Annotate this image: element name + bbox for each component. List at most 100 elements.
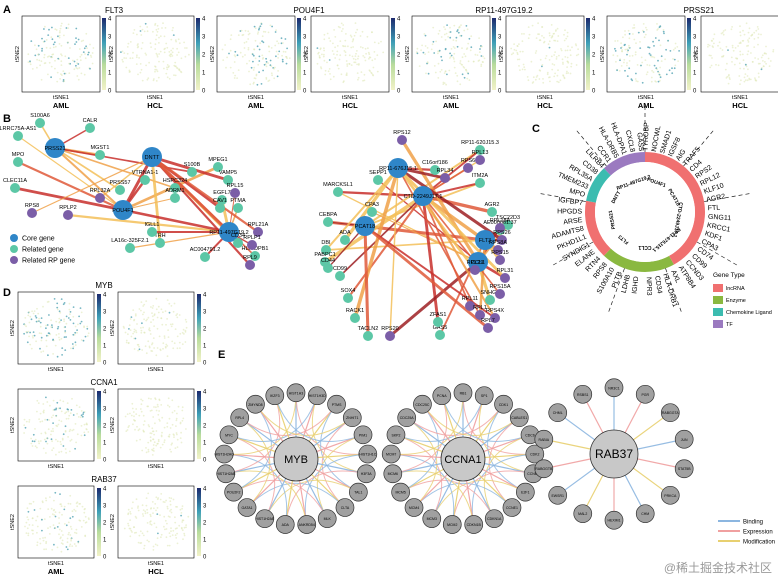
tsne-point	[743, 67, 745, 70]
hub-node	[273, 436, 319, 482]
tsne-point	[453, 52, 456, 55]
tsne-point	[28, 321, 31, 324]
target-label: ZNHIT1	[346, 416, 358, 420]
tsne-point	[157, 305, 160, 308]
tsne-point	[132, 51, 134, 54]
tsne-point	[741, 53, 744, 56]
tsne-point	[127, 342, 130, 345]
target-label: HIST1H3D	[309, 394, 326, 398]
tsne-point	[163, 67, 165, 70]
tsne-point	[157, 76, 160, 79]
tsne-point	[64, 448, 67, 450]
tsne-point	[173, 342, 176, 345]
tsne-point	[171, 442, 174, 445]
tsne-point	[165, 72, 168, 75]
tsne-point	[149, 329, 151, 332]
target-node	[674, 459, 694, 479]
tsne-point	[641, 81, 644, 84]
tsne-point	[72, 428, 75, 431]
tsne-point	[155, 509, 157, 512]
tsne-point	[447, 35, 449, 38]
network-node	[125, 243, 135, 253]
tsne-point	[48, 332, 51, 335]
tsne-point	[149, 523, 152, 525]
legend-label: Binding	[743, 520, 763, 526]
outer-gene-label: LDHB	[621, 274, 632, 294]
target-label: STAT5B	[678, 467, 691, 471]
inner-gene-label: PRSS21	[608, 210, 617, 230]
tsne-point	[166, 46, 169, 49]
tsne-point	[271, 74, 273, 77]
tsne-point	[68, 302, 71, 305]
tsne-point	[140, 410, 143, 413]
target-node	[275, 515, 295, 534]
tsne-point	[59, 30, 61, 32]
target-node	[383, 464, 403, 484]
tsne-point	[270, 47, 273, 49]
tsne-point	[142, 534, 145, 537]
tsne-point	[46, 442, 49, 445]
tsne-point	[153, 450, 155, 452]
tsne-point	[458, 25, 461, 28]
tsne-point	[146, 539, 149, 542]
target-node	[230, 408, 250, 428]
tsne-point	[275, 50, 278, 53]
tsne-point	[164, 47, 167, 50]
tsne-point	[512, 52, 515, 55]
tsne-point	[469, 49, 472, 52]
tsne-point	[50, 326, 53, 328]
group-label: HCL	[342, 101, 358, 110]
tsne-point	[150, 432, 153, 435]
tsne-point	[158, 410, 161, 412]
node-label: CTD-2249J17.1	[404, 194, 443, 200]
tsne-point	[564, 56, 567, 58]
tsne-point	[76, 505, 79, 508]
target-node	[635, 384, 655, 404]
tsne-point	[548, 46, 551, 49]
tsne-point	[452, 46, 455, 48]
tsne-point	[321, 53, 323, 56]
tsne-point	[262, 41, 265, 44]
tsne-point	[635, 80, 638, 82]
tsne-point	[136, 425, 138, 428]
tsne-point	[764, 52, 766, 54]
tsne-point	[649, 54, 652, 56]
tsne-point	[628, 55, 631, 57]
cross-edge	[478, 395, 534, 475]
tsne-point	[38, 317, 40, 320]
tsne-point	[255, 73, 258, 76]
tsne-point	[241, 55, 244, 58]
tsne-point	[151, 454, 154, 456]
tsne-point	[628, 33, 631, 35]
tsne-point	[84, 335, 87, 338]
panelD-gene-title: MYB	[95, 281, 112, 290]
node-label: HSPC324	[163, 178, 187, 184]
tsne-point	[52, 338, 54, 341]
node-label: RPS15A	[489, 284, 510, 290]
node-label: PRSS21	[44, 146, 65, 152]
network-node	[95, 150, 105, 160]
tsne-point	[60, 536, 62, 539]
target-node	[516, 482, 535, 502]
tsne-point	[521, 68, 524, 71]
tsne-point	[142, 326, 145, 329]
tsne-point	[152, 430, 155, 433]
node-label: FLT3	[479, 238, 491, 244]
tsne-point	[422, 51, 425, 54]
tsne-point	[236, 77, 239, 79]
tsne-point	[518, 65, 520, 67]
tsne-point	[36, 307, 38, 310]
tsne-point	[180, 57, 183, 60]
tsne-point	[327, 70, 330, 73]
tsne-point	[87, 431, 90, 433]
network-node	[321, 245, 331, 255]
tsne-point	[333, 29, 335, 31]
tsne-point	[423, 33, 426, 35]
tsne-point	[67, 410, 70, 413]
network-node	[470, 265, 480, 275]
tsne-point	[757, 43, 759, 46]
tsne-point	[43, 40, 46, 43]
tsne-point	[440, 55, 443, 58]
tsne-point	[240, 29, 243, 32]
tsne-point	[77, 38, 80, 41]
